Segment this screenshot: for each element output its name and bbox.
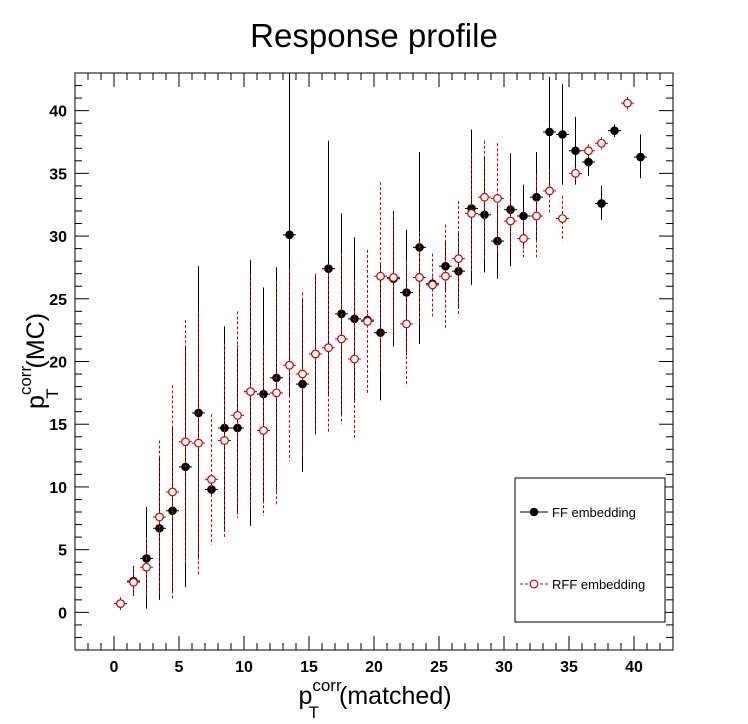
data-point [233, 411, 242, 420]
x-axis-title-base: p [298, 682, 312, 710]
data-point [181, 437, 190, 447]
data-point [519, 211, 528, 221]
x-tick-label: 20 [365, 659, 383, 676]
y-axis-tick-labels: 0 5 10 15 20 25 30 35 40 [49, 104, 67, 623]
y-tick-label: 20 [49, 355, 67, 372]
data-point [298, 369, 307, 379]
y-tick-label: 15 [49, 417, 67, 434]
x-tick-label: 25 [430, 659, 448, 676]
legend-rff-marker [529, 579, 539, 589]
data-point [363, 316, 372, 326]
data-point [428, 280, 437, 290]
x-tick-label: 15 [300, 659, 318, 676]
y-tick-label: 10 [49, 480, 67, 497]
data-point [285, 360, 294, 370]
chart-title: Response profile [250, 17, 498, 54]
x-axis-title-sub: T [309, 703, 319, 722]
data-point [558, 214, 567, 223]
data-point [402, 319, 411, 329]
x-axis-title-suffix: (matched) [339, 682, 452, 710]
data-point [272, 388, 281, 398]
data-point [597, 138, 606, 148]
data-point [623, 98, 632, 108]
data-point [545, 127, 554, 137]
legend-rff-label: RFF embedding [552, 577, 645, 592]
data-point [584, 157, 593, 167]
x-tick-label: 10 [235, 659, 253, 676]
data-point [220, 436, 229, 445]
data-point [493, 194, 502, 203]
data-point [207, 475, 216, 484]
y-tick-label: 30 [49, 229, 67, 246]
x-axis-tick-labels: 0 5 10 15 20 25 30 35 40 [110, 659, 643, 676]
x-tick-label: 5 [175, 659, 184, 676]
y-tick-label: 35 [49, 166, 67, 183]
data-point [389, 273, 398, 282]
data-point [558, 130, 567, 139]
y-tick-label: 25 [49, 292, 67, 309]
x-tick-label: 0 [110, 659, 119, 676]
data-point [584, 146, 593, 156]
data-point [311, 349, 320, 359]
data-point [571, 146, 580, 156]
data-point [454, 254, 463, 264]
legend-box [514, 477, 666, 623]
x-axis-title: pcorr T (matched) [298, 676, 451, 722]
data-point [636, 152, 645, 162]
data-point [194, 438, 203, 448]
x-axis-title-sup: corr [312, 676, 342, 695]
data-point [155, 512, 164, 522]
data-point [246, 387, 255, 397]
data-point [480, 192, 489, 202]
y-axis-title: pcorr T (MC) [16, 313, 62, 409]
data-point [519, 234, 528, 243]
data-point [142, 562, 151, 572]
data-point [610, 126, 619, 135]
data-point [116, 599, 125, 608]
y-axis-title-sup: corr [16, 366, 35, 396]
y-tick-label: 0 [58, 605, 67, 622]
data-point [285, 230, 294, 240]
data-point [337, 334, 346, 344]
y-axis-title-sub: T [43, 388, 62, 398]
data-series [114, 73, 647, 610]
data-point [441, 271, 450, 281]
y-axis-ticks [75, 72, 673, 651]
legend-ff-marker [529, 507, 539, 517]
data-point [350, 354, 359, 364]
data-point [168, 487, 177, 497]
x-tick-label: 40 [625, 659, 643, 676]
data-point [415, 273, 424, 282]
x-tick-label: 30 [495, 659, 513, 676]
series-rff-embedding [114, 96, 634, 610]
data-point [571, 168, 580, 178]
data-point [129, 577, 138, 587]
data-point [545, 186, 554, 196]
data-point [597, 199, 606, 208]
x-tick-label: 35 [560, 659, 578, 676]
y-axis-title-suffix: (MC) [22, 313, 50, 369]
x-axis-ticks [74, 73, 674, 650]
data-point [532, 211, 541, 221]
y-axis-title-base: p [22, 395, 50, 409]
legend-ff-label: FF embedding [552, 505, 636, 520]
data-point [259, 426, 268, 435]
legend: FF embedding RFF embedding [514, 477, 666, 623]
y-tick-label: 5 [58, 543, 67, 560]
data-point [376, 271, 385, 281]
y-tick-label: 40 [49, 104, 67, 121]
data-point [467, 209, 476, 218]
data-point [324, 343, 333, 353]
data-point [506, 216, 515, 226]
